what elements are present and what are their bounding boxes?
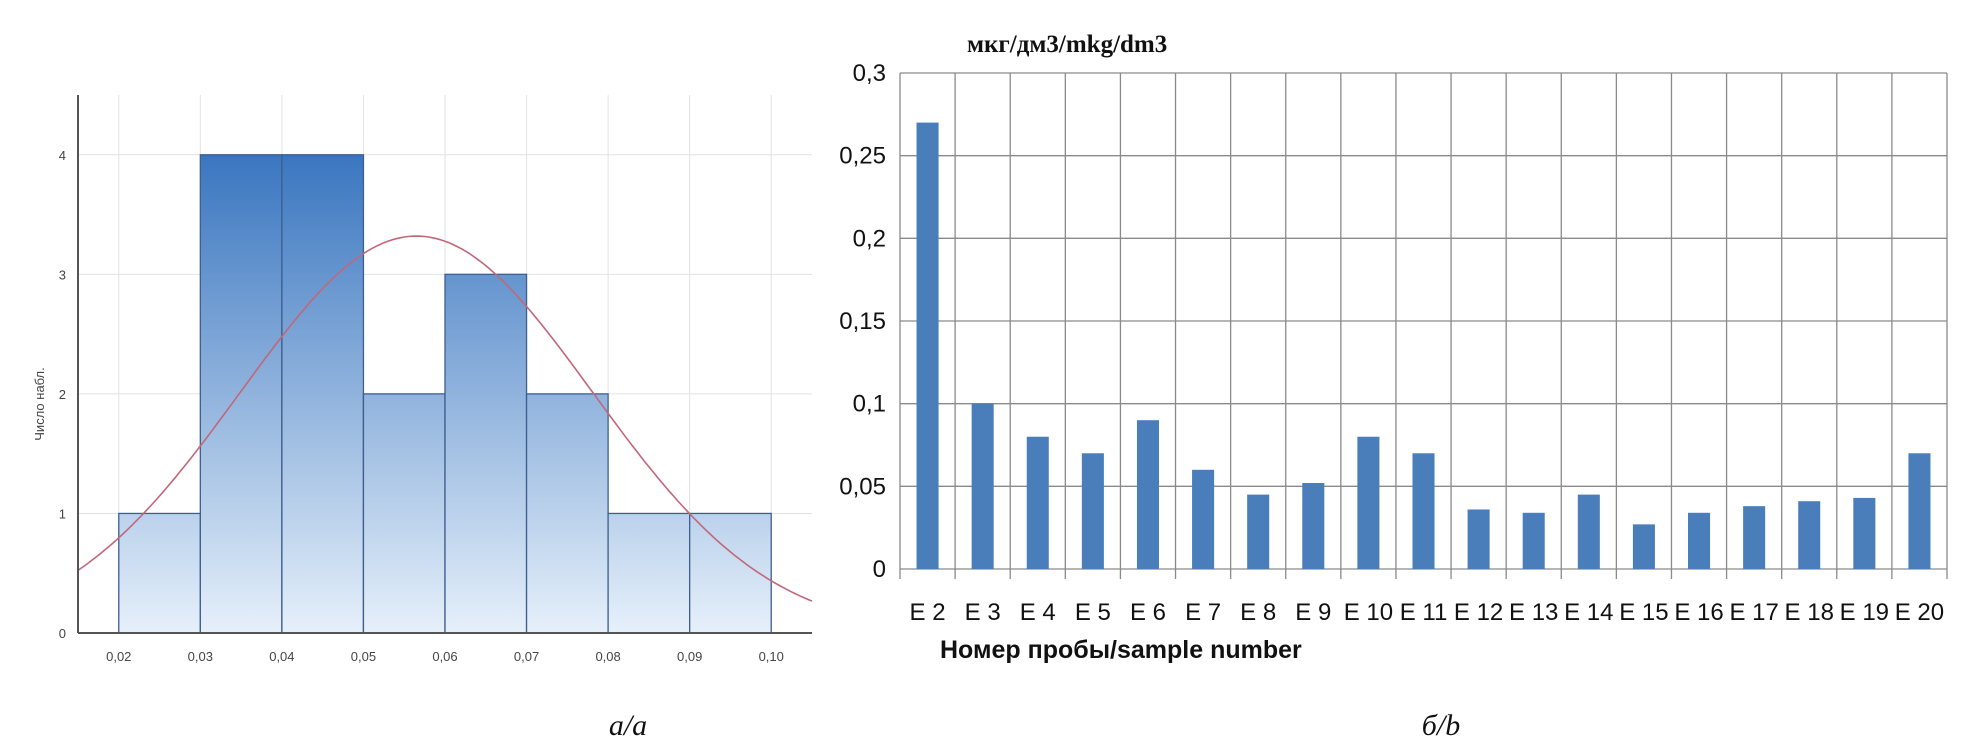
x-tick-label: 0,04 xyxy=(269,649,294,664)
y-tick-label: 2 xyxy=(59,387,66,402)
histogram-bar xyxy=(362,393,446,634)
bar xyxy=(1247,494,1270,569)
bar xyxy=(1192,469,1215,569)
bar xyxy=(1357,436,1380,569)
y-tick-label: 0 xyxy=(59,626,66,641)
histogram-chart: 0,02 0,03 0,04 0,05 0,06 0,07 0,08 0,09 0,10 0 1 2 3… xyxy=(32,95,813,664)
bar xyxy=(1908,453,1931,569)
caption-a: а/a xyxy=(609,709,647,742)
y-tick-label: 0,3 xyxy=(853,60,886,87)
y-tick-label: 1 xyxy=(59,506,66,521)
x-tick-label: 0,07 xyxy=(514,649,539,664)
x-tick-label: E 10 xyxy=(1344,599,1393,626)
normal-fit-curve xyxy=(77,235,813,602)
x-tick-label: E 3 xyxy=(965,599,1001,626)
histogram-bar xyxy=(199,154,283,634)
x-axis-label: Номер пробы/sample number xyxy=(940,636,1302,664)
bar xyxy=(1026,436,1049,569)
bar xyxy=(1081,453,1104,569)
x-tick-label: E 16 xyxy=(1674,599,1723,626)
bar xyxy=(1577,494,1600,569)
y-tick-label: 0,25 xyxy=(839,143,886,170)
bar xyxy=(1743,506,1766,569)
histogram-bar xyxy=(444,273,528,634)
x-tick-label: E 19 xyxy=(1840,599,1889,626)
bar xyxy=(1522,512,1545,569)
y-tick-label: 3 xyxy=(59,267,66,282)
y-tick-label: 0,15 xyxy=(839,308,886,335)
x-tick-label: E 9 xyxy=(1295,599,1331,626)
y-tick-label: 0 xyxy=(873,556,886,583)
bar xyxy=(1412,453,1435,569)
x-tick-label: E 2 xyxy=(910,599,946,626)
x-tick-label: 0,09 xyxy=(677,649,702,664)
x-tick-label: 0,02 xyxy=(106,649,131,664)
bar xyxy=(971,403,994,569)
x-tick-label: 0,08 xyxy=(595,649,620,664)
chart-title: мкг/дм3/mkg/dm3 xyxy=(967,31,1167,58)
x-tick-label: E 7 xyxy=(1185,599,1221,626)
histogram-bar xyxy=(118,512,201,634)
x-tick-label: 0,05 xyxy=(351,649,376,664)
y-tick-label: 0,2 xyxy=(853,225,886,252)
y-tick-label: 0,1 xyxy=(853,391,886,418)
x-tick-label: E 12 xyxy=(1454,599,1503,626)
x-tick-label: E 20 xyxy=(1895,599,1944,626)
bar xyxy=(1798,501,1821,569)
x-tick-label: E 8 xyxy=(1240,599,1276,626)
x-tick-label: 0,06 xyxy=(432,649,457,664)
x-tick-label: E 15 xyxy=(1619,599,1668,626)
x-tick-label: E 6 xyxy=(1130,599,1166,626)
histogram-bar xyxy=(525,393,609,634)
x-tick-label: 0,03 xyxy=(188,649,213,664)
bar xyxy=(1853,497,1876,569)
bar xyxy=(916,122,939,569)
x-tick-label: E 11 xyxy=(1400,599,1448,626)
x-tick-label: E 13 xyxy=(1509,599,1558,626)
histogram-bar xyxy=(689,512,772,634)
caption-b: б/b xyxy=(1422,709,1460,742)
histogram-bar xyxy=(607,512,691,634)
bar xyxy=(1632,524,1655,569)
sample-bar-chart: мкг/дм3/mkg/dm3 Номер пробы/sample numbe… xyxy=(839,31,1948,664)
y-tick-label: 4 xyxy=(59,148,66,163)
bar xyxy=(1688,512,1711,569)
bar xyxy=(1136,420,1159,569)
x-tick-label: E 18 xyxy=(1785,599,1834,626)
bar xyxy=(1302,483,1325,569)
y-tick-label: 0,05 xyxy=(839,473,886,500)
bar xyxy=(1467,509,1490,569)
x-tick-label: 0,10 xyxy=(759,649,784,664)
x-tick-label: E 4 xyxy=(1020,599,1056,626)
y-axis-label: Число набл. xyxy=(32,367,47,440)
x-tick-label: E 17 xyxy=(1729,599,1778,626)
x-tick-label: E 14 xyxy=(1564,599,1613,626)
x-tick-label: E 5 xyxy=(1075,599,1111,626)
histogram-bar xyxy=(281,154,365,634)
